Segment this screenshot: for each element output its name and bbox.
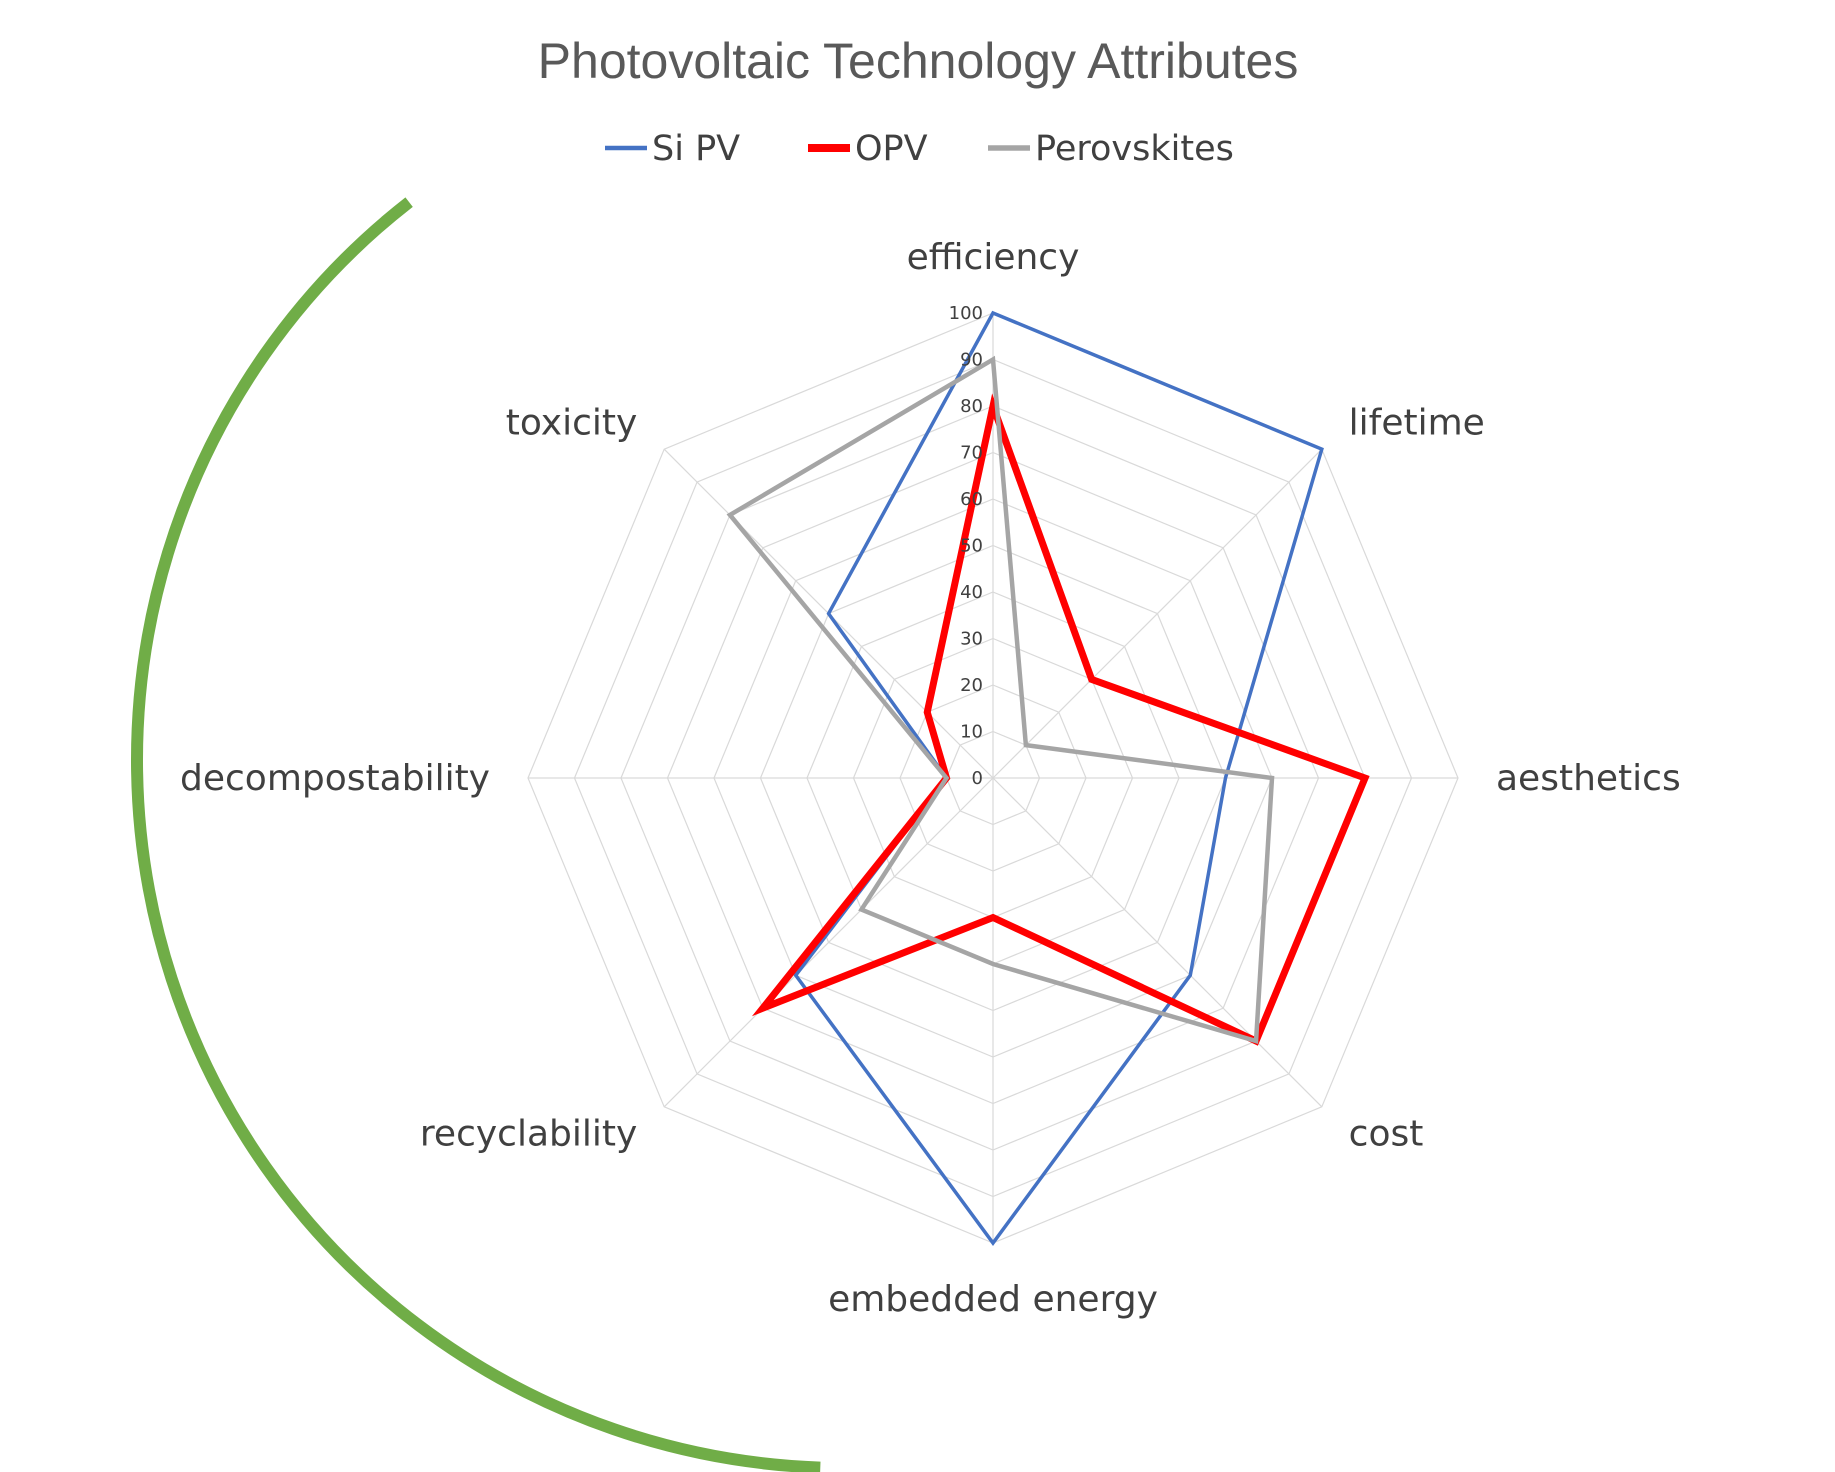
spoke-5	[663, 777, 994, 1108]
series-line-1	[751, 393, 1370, 1046]
tick-label: 20	[960, 675, 983, 696]
tick-label: 40	[960, 582, 983, 603]
tick-label: 100	[949, 303, 983, 324]
category-label: aesthetics	[1496, 758, 1681, 799]
tick-label: 70	[960, 443, 983, 464]
tick-label: 80	[960, 396, 983, 417]
legend-label: OPV	[855, 129, 928, 169]
series-line-2	[726, 355, 1275, 1044]
category-label: recyclability	[420, 1114, 637, 1155]
category-labels: efficiency lifetime aesthetics cost embedded…	[180, 237, 1681, 1320]
tick-label: 10	[960, 722, 983, 743]
series-layer	[726, 310, 1370, 1246]
tick-label: 50	[960, 536, 983, 557]
legend-label: Si PV	[652, 129, 740, 169]
spoke-3	[992, 777, 1323, 1108]
legend-label: Perovskites	[1035, 129, 1234, 169]
chart-title: Photovoltaic Technology Attributes	[538, 33, 1299, 89]
tick-label: 30	[960, 629, 983, 650]
radial-ticks: 0 10 20 30 40 50 60 70 80 90 100	[949, 303, 983, 789]
series-line-0	[793, 310, 1324, 1246]
category-label: embedded energy	[828, 1279, 1158, 1320]
radar-grid	[527, 312, 1459, 1244]
legend: Si PV OPV Perovskites	[605, 129, 1234, 169]
category-label: efficiency	[907, 237, 1080, 278]
tick-label: 90	[960, 350, 983, 371]
tick-label: 60	[960, 489, 983, 510]
spoke-1	[992, 448, 1323, 779]
category-label: toxicity	[506, 402, 638, 443]
category-label: lifetime	[1349, 402, 1485, 443]
tick-label: 0	[972, 768, 983, 789]
category-label: decompostability	[180, 758, 490, 799]
green-annotation-arc	[131, 197, 821, 1472]
category-label: cost	[1349, 1114, 1424, 1155]
